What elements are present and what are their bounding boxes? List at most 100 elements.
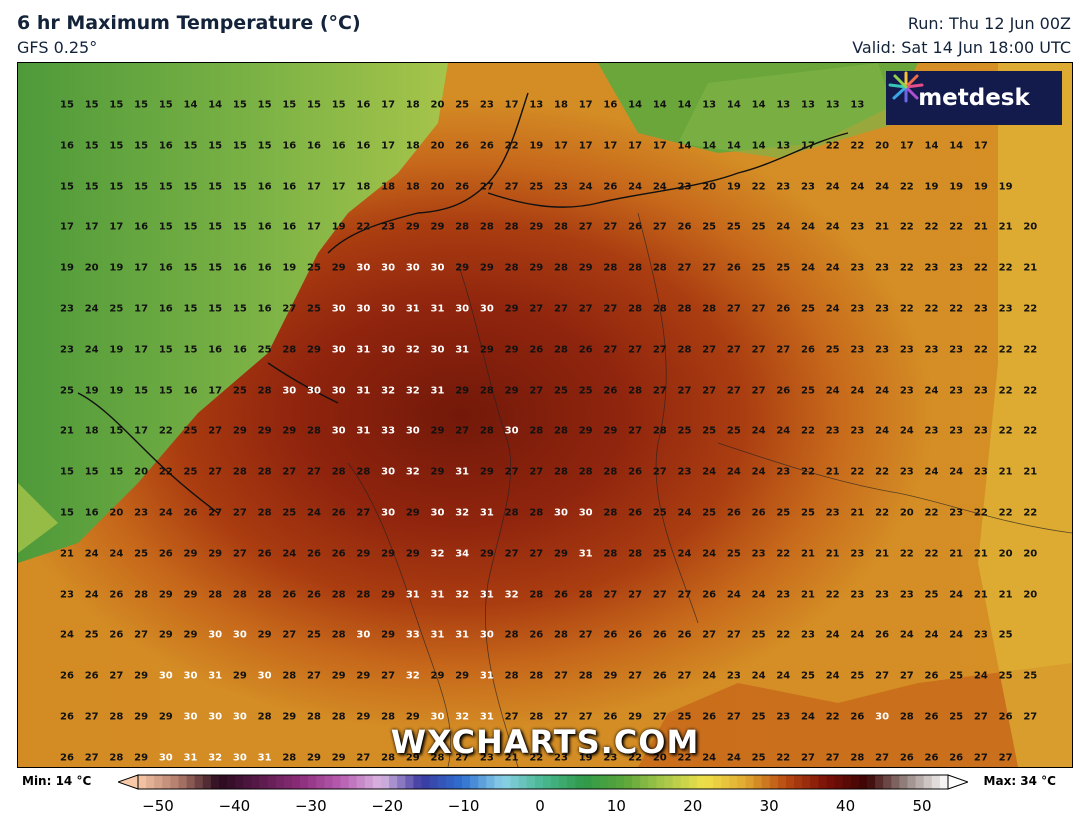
temperature-value: 17 (652, 140, 667, 152)
temperature-value: 26 (850, 711, 865, 723)
temperature-value: 27 (603, 589, 618, 601)
colorbar-segment (291, 775, 301, 789)
temperature-value: 15 (109, 181, 124, 193)
temperature-value: 24 (924, 466, 939, 478)
temperature-value: 15 (183, 140, 198, 152)
temperature-value: 23 (554, 752, 568, 764)
temperature-value: 19 (924, 181, 939, 193)
temperature-value: 21 (973, 589, 988, 601)
temperature-value: 21 (998, 589, 1013, 601)
temperature-value: 25 (998, 670, 1013, 682)
colorbar-segment (494, 775, 503, 789)
temperature-value: 23 (776, 181, 791, 193)
temperature-value: 27 (529, 548, 544, 560)
temperature-value: 29 (529, 262, 544, 274)
temperature-value: 27 (504, 711, 519, 723)
colorbar-segment (324, 775, 333, 789)
temperature-value: 32 (504, 589, 519, 601)
temperature-value: 28 (307, 711, 321, 723)
temperature-value: 29 (158, 589, 173, 601)
temperature-value: 24 (652, 181, 667, 193)
temperature-value: 27 (726, 711, 741, 723)
temperature-value: 27 (875, 670, 890, 682)
temperature-value: 26 (875, 629, 890, 641)
temperature-value: 16 (356, 99, 371, 111)
colorbar-segment (818, 775, 827, 789)
temperature-value: 23 (825, 425, 840, 437)
temperature-value: 27 (973, 752, 988, 764)
colorbar-segment (591, 775, 601, 789)
temperature-value: 27 (307, 670, 321, 682)
temperature-value: 30 (331, 385, 346, 397)
colorbar-segment (931, 775, 941, 789)
temperature-value: 31 (183, 752, 198, 764)
temperature-value: 32 (430, 548, 445, 560)
temperature-value: 23 (973, 303, 988, 315)
temperature-value: 30 (232, 629, 247, 641)
colorbar-segment (194, 775, 204, 789)
temperature-value: 26 (726, 507, 741, 519)
temperature-value: 25 (726, 548, 741, 560)
temperature-value: 27 (899, 670, 914, 682)
temperature-value: 26 (751, 507, 766, 519)
temperature-value: 13 (825, 99, 840, 111)
temperature-value: 25 (751, 221, 766, 233)
temperature-value: 29 (430, 670, 445, 682)
temperature-value: 27 (875, 752, 890, 764)
temperature-value: 27 (973, 711, 988, 723)
temperature-value: 28 (208, 589, 223, 601)
temperature-value: 31 (455, 629, 470, 641)
temperature-value: 30 (381, 507, 396, 519)
temperature-map[interactable]: 15 15 15 15 15 14 14 15 15 15 15 15 16 17 18 20 25 23 17 13… (17, 62, 1073, 768)
temperature-value: 29 (479, 548, 494, 560)
colorbar-tick-label: −10 (447, 797, 480, 815)
temperature-value: 32 (208, 752, 223, 764)
temperature-value: 17 (973, 140, 988, 152)
temperature-value: 23 (677, 181, 692, 193)
colorbar-tick-label: 30 (759, 797, 779, 815)
temperature-value: 26 (924, 711, 939, 723)
temperature-value: 19 (84, 385, 99, 397)
colorbar-tick-label: 10 (606, 797, 626, 815)
colorbar-segment (559, 775, 568, 789)
temperature-value: 25 (257, 344, 272, 356)
temperature-value: 15 (307, 99, 321, 111)
colorbar-segment (769, 775, 779, 789)
colorbar-segment (259, 775, 269, 789)
temperature-value: 23 (973, 425, 988, 437)
colorbar-segment (518, 775, 528, 789)
temperature-value: 27 (529, 466, 544, 478)
temperature-value: 28 (677, 344, 692, 356)
temperature-value: 29 (257, 629, 272, 641)
temperature-value: 16 (257, 303, 272, 315)
temperature-value: 22 (776, 548, 791, 560)
colorbar-segment (891, 775, 900, 789)
temperature-value: 27 (628, 589, 643, 601)
temperature-value: 23 (850, 262, 865, 274)
temperature-value: 27 (726, 303, 741, 315)
temperature-value: 30 (208, 711, 223, 723)
temperature-value: 24 (702, 466, 717, 478)
temperature-value: 16 (257, 221, 272, 233)
temperature-value: 24 (825, 670, 840, 682)
temperature-value: 27 (726, 629, 741, 641)
temperature-value: 30 (504, 425, 519, 437)
colorbar-segment (672, 775, 682, 789)
colorbar-segment (721, 775, 730, 789)
temperature-value: 28 (554, 344, 568, 356)
colorbar-tick-label: −40 (218, 797, 251, 815)
legend-min-label: Min: 14 °C (22, 774, 92, 788)
colorbar-segment (599, 775, 609, 789)
temperature-value: 26 (331, 548, 346, 560)
temperature-value: 29 (578, 262, 593, 274)
temperature-value: 28 (504, 670, 519, 682)
temperature-value: 24 (899, 629, 914, 641)
temperature-value: 25 (84, 629, 99, 641)
temperature-value: 24 (158, 507, 173, 519)
temperature-value: 15 (208, 221, 223, 233)
temperature-value: 27 (677, 670, 692, 682)
temperature-value: 25 (307, 303, 321, 315)
colorbar-segment (405, 775, 414, 789)
temperature-value: 30 (381, 466, 396, 478)
temperature-value: 20 (109, 507, 124, 519)
